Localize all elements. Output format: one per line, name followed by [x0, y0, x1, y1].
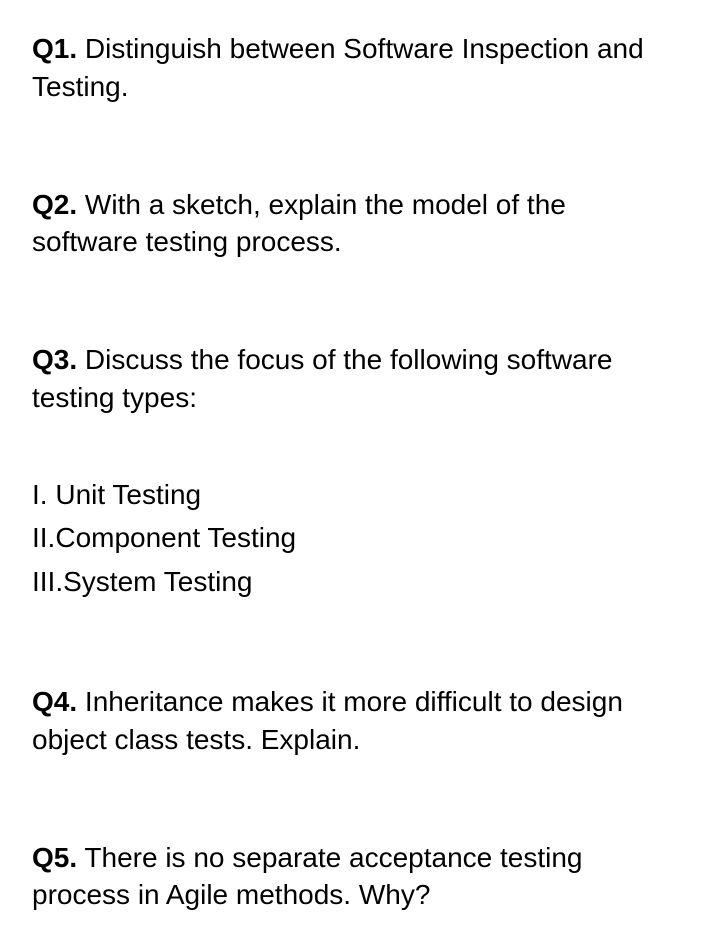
- question-2-label: Q2.: [32, 189, 77, 220]
- question-1-text: Distinguish between Software Inspection …: [32, 33, 644, 102]
- question-1-label: Q1.: [32, 33, 77, 64]
- question-4-text: Inheritance makes it more difficult to d…: [32, 686, 623, 755]
- sublist-item-1-num: I.: [32, 473, 48, 516]
- question-3-label: Q3.: [32, 344, 77, 375]
- question-1: Q1. Distinguish between Software Inspect…: [32, 30, 672, 106]
- sublist-item-2-text: Component Testing: [55, 522, 296, 553]
- sublist-item-3-text: System Testing: [63, 566, 252, 597]
- question-3-block: Q3. Discuss the focus of the following s…: [32, 341, 672, 603]
- question-2-text: With a sketch, explain the model of the …: [32, 189, 566, 258]
- question-3-sublist: I. Unit Testing II.Component Testing III…: [32, 473, 672, 603]
- question-5-text: There is no separate acceptance testing …: [32, 842, 583, 911]
- question-4: Q4. Inheritance makes it more difficult …: [32, 683, 672, 759]
- sublist-item-3: III.System Testing: [32, 560, 672, 603]
- question-4-label: Q4.: [32, 686, 77, 717]
- question-3: Q3. Discuss the focus of the following s…: [32, 341, 672, 417]
- sublist-item-1: I. Unit Testing: [32, 473, 672, 516]
- question-2: Q2. With a sketch, explain the model of …: [32, 186, 672, 262]
- sublist-item-3-num: III.: [32, 560, 63, 603]
- question-3-text: Discuss the focus of the following softw…: [32, 344, 613, 413]
- sublist-item-2: II.Component Testing: [32, 516, 672, 559]
- sublist-item-1-text: Unit Testing: [48, 479, 202, 510]
- question-5: Q5. There is no separate acceptance test…: [32, 839, 672, 915]
- sublist-item-2-num: II.: [32, 516, 55, 559]
- question-5-label: Q5.: [32, 842, 77, 873]
